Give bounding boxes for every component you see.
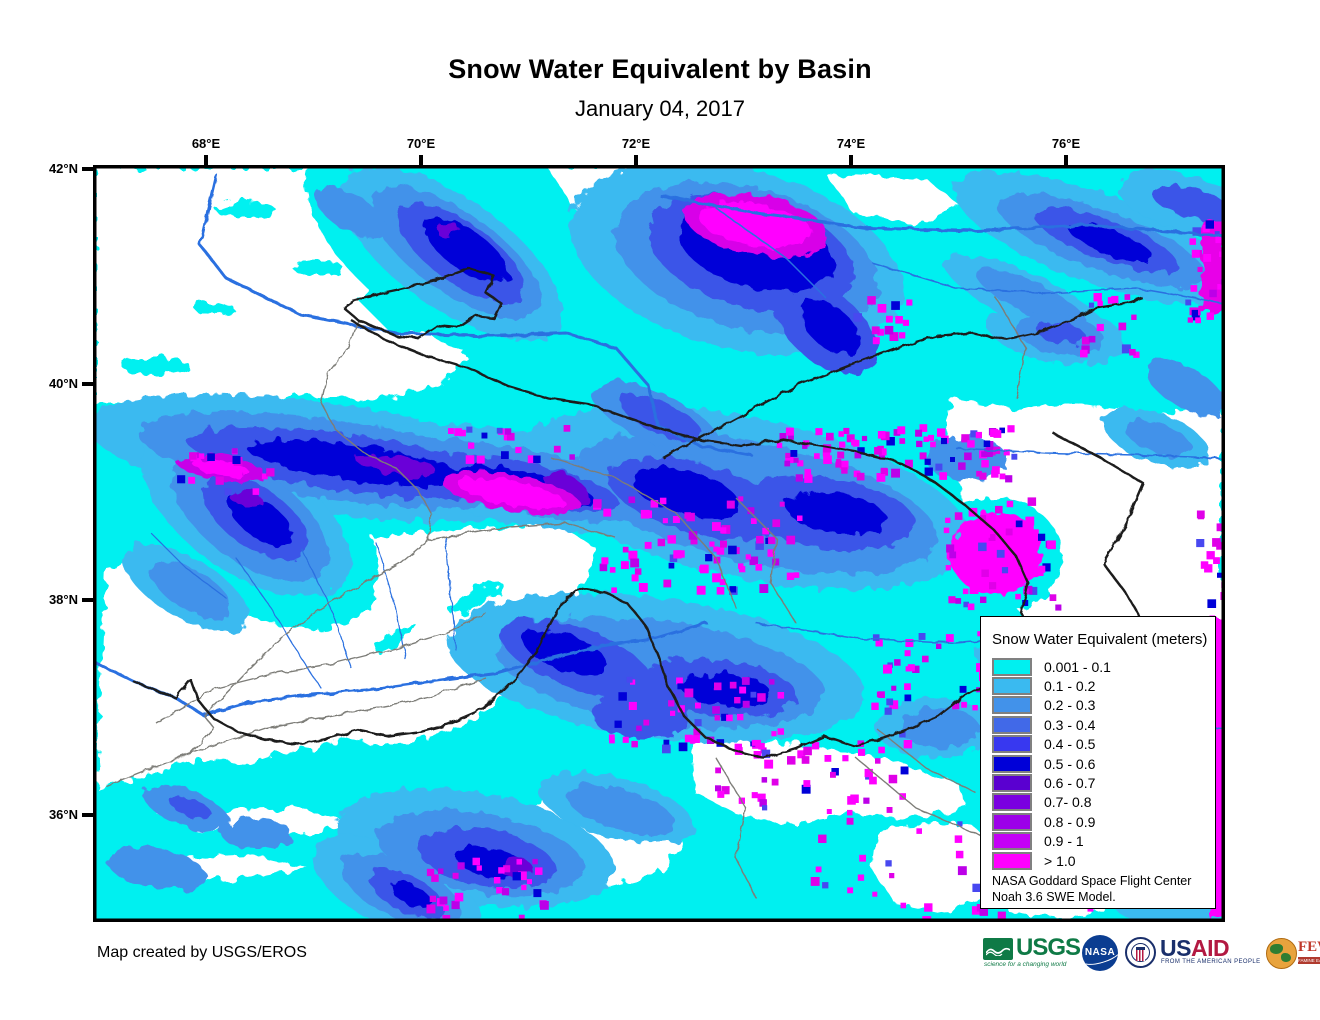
legend-swatch [992,677,1032,696]
lat-label: 42°N [48,161,78,176]
lat-tick [82,598,93,602]
legend-label: > 1.0 [1044,852,1076,869]
page-title: Snow Water Equivalent by Basin [448,54,872,84]
legend-item: > 1.0 [992,851,1111,870]
lon-label: 72°E [621,136,651,151]
legend-swatch [992,657,1032,676]
legend-label: 0.2 - 0.3 [1044,697,1096,714]
legend-swatch [992,754,1032,773]
legend-label: 0.6 - 0.7 [1044,775,1096,792]
map-snow-blobs [96,168,1222,919]
usgs-logo-tagline: science for a changing world [984,961,1067,968]
legend-swatch [992,735,1032,754]
fewsnet-logo: FEWS NET FAMINE EARLY WARNING SYSTEMS NE… [1266,935,1320,971]
map-frame: 68°E 70°E 72°E 74°E 76°E 42°N 40°N 38°N 36°N Sno… [49,136,1225,922]
map-basin-boundaries [132,266,1145,760]
usaid-seal-icon [1125,937,1156,968]
legend-label: 0.001 - 0.1 [1044,658,1111,675]
legend-label: 0.9 - 1 [1044,833,1084,850]
fewsnet-logo-tagline: FAMINE EARLY WARNING SYSTEMS NETWORK [1298,957,1320,964]
usaid-logo-text: USAID [1160,935,1230,961]
lon-label: 74°E [836,136,866,151]
map-pixel-scatter [177,220,1222,919]
lon-label: 70°E [406,136,436,151]
lon-tick [849,155,853,166]
legend-item: 0.001 - 0.1 [992,657,1111,676]
legend-swatch [992,832,1032,851]
usgs-logo-icon [983,938,1013,960]
legend-item: 0.2 - 0.3 [992,696,1111,715]
legend-swatch [992,715,1032,734]
lon-label: 76°E [1051,136,1081,151]
lon-tick [419,155,423,166]
nasa-logo-text: NASA [1084,947,1116,958]
legend-item: 0.5 - 0.6 [992,754,1111,773]
legend-item: 0.4 - 0.5 [992,735,1111,754]
fewsnet-globe-icon [1266,938,1297,969]
legend-source: NASA Goddard Space Flight Center Noah 3.… [992,873,1191,905]
usaid-logo: USAID FROM THE AMERICAN PEOPLE [1125,935,1261,971]
legend-source-line2: Noah 3.6 SWE Model. [992,890,1116,904]
swe-map-raster [96,168,1222,919]
legend-item: 0.6 - 0.7 [992,773,1111,793]
page-date: January 04, 2017 [574,96,746,121]
lon-tick [634,155,638,166]
legend-item: 0.7- 0.8 [992,793,1111,812]
usaid-logo-tagline: FROM THE AMERICAN PEOPLE [1161,959,1261,965]
legend-label: 0.7- 0.8 [1044,794,1092,811]
legend-swatch [992,696,1032,715]
footer-logos: USGS science for a changing world NASA U… [983,933,1320,973]
legend-item: 0.8 - 0.9 [992,812,1111,831]
legend-swatch [992,851,1032,870]
legend-title: Snow Water Equivalent (meters) [992,631,1208,648]
legend-label: 0.4 - 0.5 [1044,736,1096,753]
legend-label: 0.1 - 0.2 [1044,678,1096,695]
lat-tick [82,813,93,817]
lat-label: 40°N [48,376,78,391]
legend-item: 0.3 - 0.4 [992,715,1111,734]
legend-item: 0.1 - 0.2 [992,676,1111,696]
usgs-logo-text: USGS [1016,934,1081,961]
legend-swatch [992,793,1032,812]
legend-label: 0.8 - 0.9 [1044,813,1096,830]
lon-tick [1064,155,1068,166]
lat-label: 36°N [48,807,78,822]
lon-label: 68°E [191,136,221,151]
legend-label: 0.5 - 0.6 [1044,755,1096,772]
fewsnet-logo-text: FEWS NET [1298,939,1320,955]
legend-item: 0.9 - 1 [992,832,1111,851]
nasa-logo: NASA [1082,935,1118,971]
lat-tick [82,167,93,171]
lat-label: 38°N [48,592,78,607]
lat-tick [82,382,93,386]
usgs-logo: USGS science for a changing world [983,934,1081,970]
legend-label: 0.3 - 0.4 [1044,716,1096,733]
legend-swatch [992,812,1032,831]
map-credit: Map created by USGS/EROS [97,944,307,961]
legend-swatch [992,774,1032,793]
map-legend: Snow Water Equivalent (meters) 0.001 - 0… [980,616,1216,909]
lon-tick [204,155,208,166]
legend-source-line1: NASA Goddard Space Flight Center [992,874,1192,888]
